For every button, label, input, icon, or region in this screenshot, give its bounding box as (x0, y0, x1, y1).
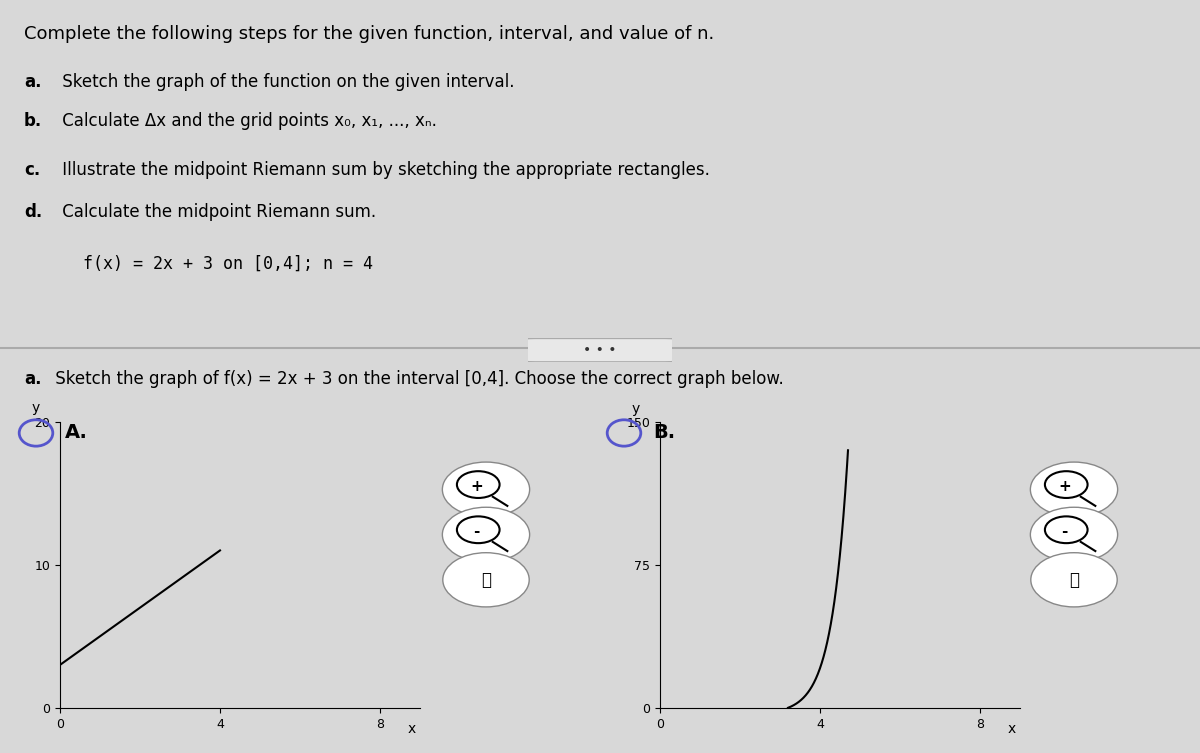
Text: +: + (470, 479, 482, 494)
Text: d.: d. (24, 203, 42, 221)
Text: Illustrate the midpoint Riemann sum by sketching the appropriate rectangles.: Illustrate the midpoint Riemann sum by s… (56, 161, 709, 178)
Text: Calculate Δx and the grid points x₀, x₁, ..., xₙ.: Calculate Δx and the grid points x₀, x₁,… (56, 112, 437, 130)
Text: y: y (632, 402, 640, 416)
Text: c.: c. (24, 161, 40, 178)
Circle shape (1031, 553, 1117, 607)
Text: y: y (32, 401, 40, 414)
Circle shape (443, 508, 529, 562)
FancyBboxPatch shape (521, 338, 679, 362)
Text: -: - (473, 524, 480, 539)
Text: x: x (1008, 722, 1016, 736)
Text: f(x) = 2x + 3 on [0,4]; n = 4: f(x) = 2x + 3 on [0,4]; n = 4 (83, 255, 372, 273)
Circle shape (443, 462, 529, 517)
Text: Sketch the graph of the function on the given interval.: Sketch the graph of the function on the … (56, 73, 514, 91)
Text: a.: a. (24, 73, 41, 91)
Circle shape (1031, 508, 1117, 562)
Text: Sketch the graph of f(x) = 2x + 3 on the interval [0,4]. Choose the correct grap: Sketch the graph of f(x) = 2x + 3 on the… (49, 370, 784, 388)
Text: -: - (1061, 524, 1068, 539)
Text: • • •: • • • (583, 343, 617, 357)
Text: A.: A. (65, 423, 88, 443)
Text: Complete the following steps for the given function, interval, and value of n.: Complete the following steps for the giv… (24, 25, 714, 43)
Text: Calculate the midpoint Riemann sum.: Calculate the midpoint Riemann sum. (56, 203, 376, 221)
Text: B.: B. (653, 423, 674, 443)
Text: ⧉: ⧉ (481, 571, 491, 589)
Text: x: x (408, 722, 416, 736)
Text: ⧉: ⧉ (1069, 571, 1079, 589)
Text: b.: b. (24, 112, 42, 130)
Circle shape (1031, 462, 1117, 517)
Text: +: + (1058, 479, 1070, 494)
Text: a.: a. (24, 370, 41, 388)
Circle shape (443, 553, 529, 607)
